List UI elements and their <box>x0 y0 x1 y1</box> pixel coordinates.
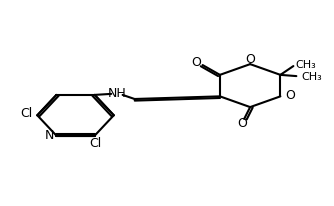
Text: Cl: Cl <box>20 107 32 120</box>
Text: NH: NH <box>108 87 127 100</box>
Text: O: O <box>192 56 201 69</box>
Text: Cl: Cl <box>89 137 102 150</box>
Text: O: O <box>237 117 247 130</box>
Text: O: O <box>285 89 295 102</box>
Text: O: O <box>245 53 255 66</box>
Text: CH₃: CH₃ <box>301 72 322 82</box>
Text: N: N <box>45 129 54 142</box>
Text: CH₃: CH₃ <box>296 60 316 70</box>
